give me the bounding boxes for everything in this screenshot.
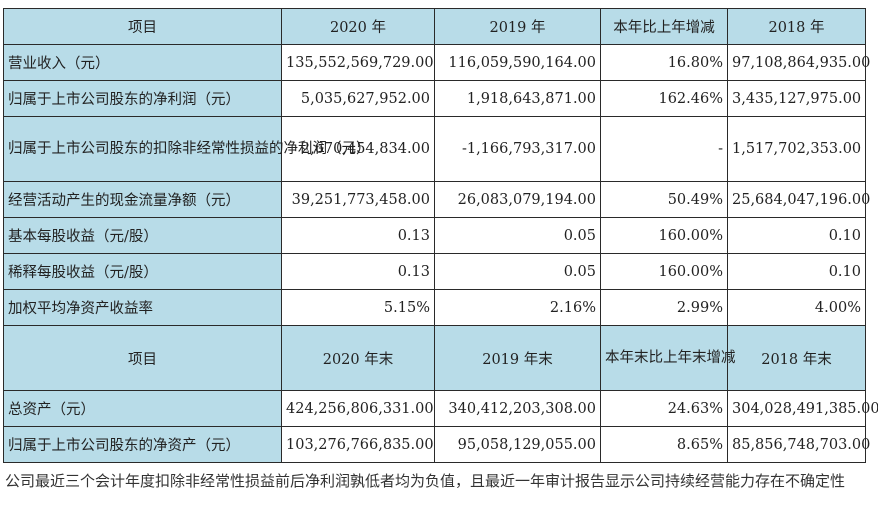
header-2020: 2020 年 [281,8,435,45]
value-2018: 0.10 [727,253,866,290]
value-change: 2.99% [600,289,728,326]
value-2019: 2.16% [434,289,601,326]
value-2019: 1,918,643,871.00 [434,80,601,117]
value-change: 24.63% [600,390,728,427]
header-2019-end: 2019 年末 [434,325,601,391]
value-change: 16.80% [600,44,728,81]
header-item: 项目 [3,8,282,45]
row-label: 归属于上市公司股东的净利润（元） [3,80,282,117]
footnote: 公司最近三个会计年度扣除非经常性损益前后净利润孰低者均为负值，且最近一年审计报告… [5,472,846,490]
table-row: 总资产（元） 424,256,806,331.00 340,412,203,30… [3,390,878,427]
value-change: 160.00% [600,253,728,290]
row-label: 经营活动产生的现金流量净额（元） [3,181,282,218]
value-2020: 39,251,773,458.00 [281,181,435,218]
header-2019: 2019 年 [434,8,601,45]
table-row: 归属于上市公司股东的净利润（元） 5,035,627,952.00 1,918,… [3,80,866,117]
row-label: 基本每股收益（元/股） [3,217,282,254]
value-2020: 135,552,569,729.00 [281,44,435,81]
value-2018: 0.10 [727,217,866,254]
financial-summary-table: 项目 2020 年 2019 年 本年比上年增减 2018 年 营业收入（元） … [3,8,878,463]
table-row: 稀释每股收益（元/股） 0.13 0.05 160.00% 0.10 [3,253,866,290]
value-2020: 0.13 [281,253,435,290]
value-2018: 1,517,702,353.00 [727,116,866,182]
table-row: 归属于上市公司股东的扣除非经常性损益的净利润（元） 2,670,454,834.… [3,116,866,182]
table1-header-row: 项目 2020 年 2019 年 本年比上年增减 2018 年 [3,8,866,45]
value-2019: 95,058,129,055.00 [434,426,601,463]
row-label: 总资产（元） [3,390,282,427]
value-2019: 26,083,079,194.00 [434,181,601,218]
row-label: 营业收入（元） [3,44,282,81]
table-row: 营业收入（元） 135,552,569,729.00 116,059,590,1… [3,44,870,81]
value-change: 160.00% [600,217,728,254]
table-row: 加权平均净资产收益率 5.15% 2.16% 2.99% 4.00% [3,289,866,326]
header-2020-end: 2020 年末 [281,325,435,391]
value-2018: 4.00% [727,289,866,326]
table-row: 经营活动产生的现金流量净额（元） 39,251,773,458.00 26,08… [3,181,870,218]
header-change: 本年比上年增减 [600,8,728,45]
table2-header-row: 项目 2020 年末 2019 年末 本年末比上年末增减 2018 年末 [3,325,866,391]
value-2020: 424,256,806,331.00 [281,390,435,427]
row-label: 稀释每股收益（元/股） [3,253,282,290]
header-2018-end: 2018 年末 [727,325,866,391]
value-change: - [600,116,728,182]
value-2020: 2,670,454,834.00 [281,116,435,182]
value-change: 50.49% [600,181,728,218]
table-row: 基本每股收益（元/股） 0.13 0.05 160.00% 0.10 [3,217,866,254]
value-change: 8.65% [600,426,728,463]
value-2019: 340,412,203,308.00 [434,390,601,427]
header-2018: 2018 年 [727,8,866,45]
value-2019: -1,166,793,317.00 [434,116,601,182]
table-row: 归属于上市公司股东的净资产（元） 103,276,766,835.00 95,0… [3,426,870,463]
row-label: 归属于上市公司股东的扣除非经常性损益的净利润（元） [3,116,371,182]
value-2018: 3,435,127,975.00 [727,80,866,117]
value-change: 162.46% [600,80,728,117]
value-2019: 0.05 [434,253,601,290]
value-2018: 85,856,748,703.00 [727,426,870,463]
value-2019: 116,059,590,164.00 [434,44,601,81]
row-label: 加权平均净资产收益率 [3,289,282,326]
value-2020: 0.13 [281,217,435,254]
value-2018: 97,108,864,935.00 [727,44,870,81]
value-2019: 0.05 [434,217,601,254]
row-label: 归属于上市公司股东的净资产（元） [3,426,282,463]
value-2018: 304,028,491,385.00 [727,390,878,427]
value-2018: 25,684,047,196.00 [727,181,870,218]
header-item: 项目 [3,325,282,391]
value-2020: 5,035,627,952.00 [281,80,435,117]
value-2020: 103,276,766,835.00 [281,426,435,463]
value-2020: 5.15% [281,289,435,326]
header-change-end: 本年末比上年末增减 [600,325,736,391]
